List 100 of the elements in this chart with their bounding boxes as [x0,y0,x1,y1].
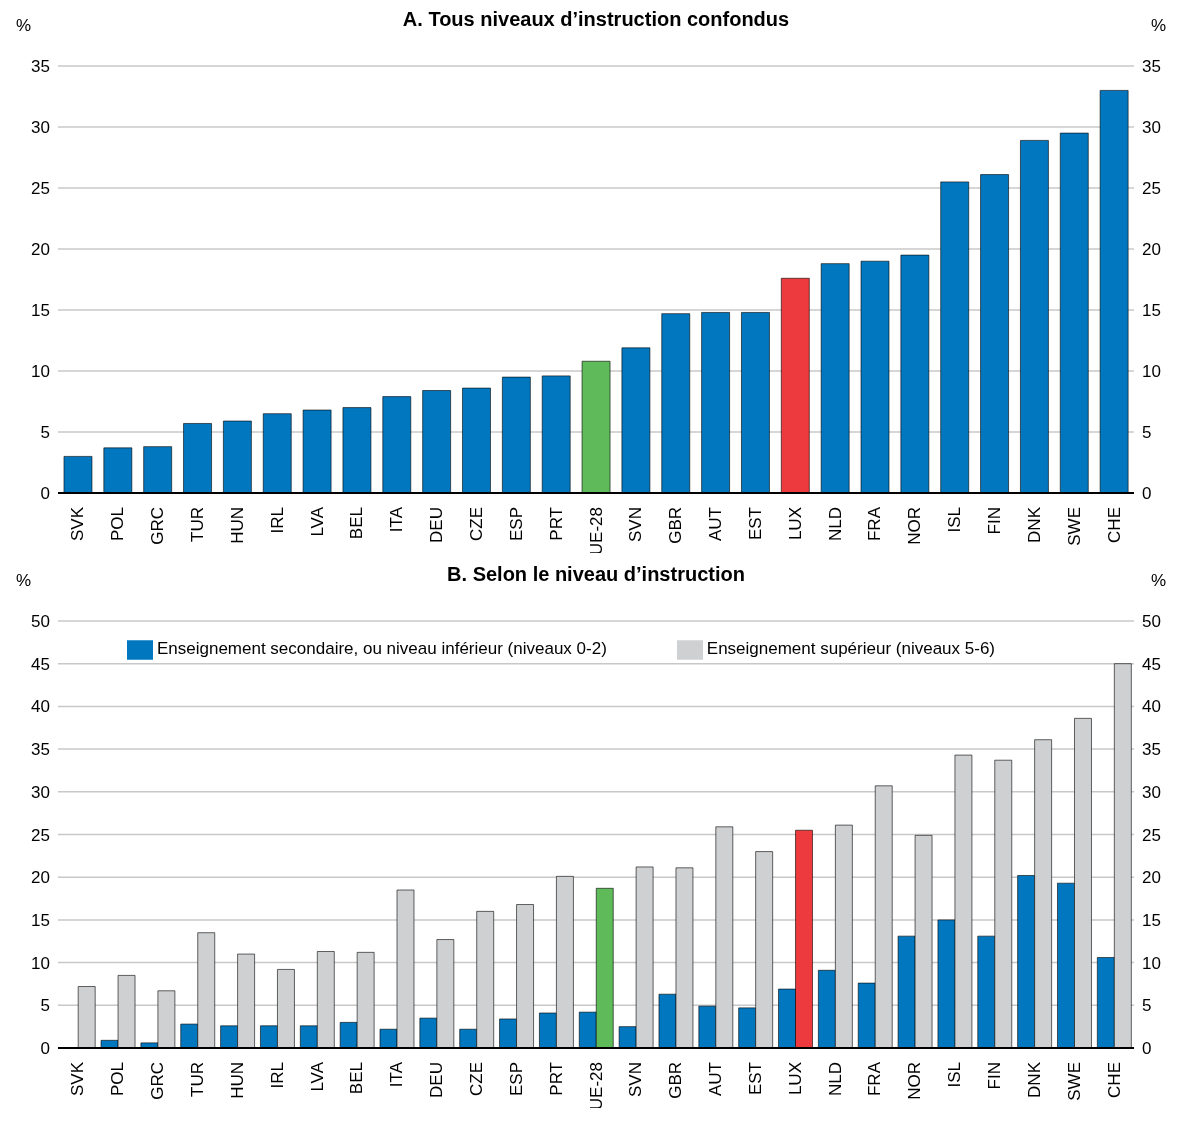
x-tick-label: LVA [307,506,327,537]
y2-tick-label: 25 [1142,825,1161,845]
x-tick-label: NLD [825,1062,845,1097]
x-tick-label: CHE [1104,507,1124,543]
y-tick-label: 50 [31,612,50,632]
y2-tick-label: 45 [1142,654,1161,674]
x-tick-label: POL [108,507,128,542]
x-tick-label: SVK [68,506,88,542]
y-tick-label: 25 [31,179,50,199]
y2-tick-label: 40 [1142,697,1161,717]
y2-tick-label: 20 [1142,868,1161,888]
x-tick-label: CZE [466,1062,486,1096]
y-tick-label: 30 [31,118,50,138]
y-tick-label: 20 [31,868,50,888]
y2-tick-label: 35 [1142,740,1161,760]
y-tick-label: 0 [40,484,50,504]
y2-axis-title: % [1150,571,1166,591]
legend-label: Enseignement secondaire, ou niveau inférieur (niveaux 0-2) [156,639,607,659]
y2-tick-label: 35 [1142,57,1161,77]
x-tick-label: TUR [187,1062,207,1097]
y2-tick-label: 0 [1142,1039,1152,1059]
x-tick-label: LUX [785,507,805,541]
x-tick-label: SVN [626,507,646,542]
y-tick-label: 40 [31,697,50,717]
x-tick-label: SVN [626,1062,646,1097]
x-tick-label: ISL [945,1062,965,1088]
x-tick-label: ESP [506,507,526,542]
x-tick-label: AUT [706,1062,726,1096]
y-tick-label: 30 [31,782,50,802]
x-tick-label: NLD [825,507,845,542]
y2-tick-label: 15 [1142,910,1161,930]
x-tick-label: UE-28 [586,1062,606,1111]
y-tick-label: 10 [31,362,50,382]
chart-title: B. Selon le niveau d’instruction [447,563,745,585]
x-tick-label: GBR [666,1062,686,1099]
x-tick-label: NOR [905,507,925,545]
y2-axis-title: % [1150,16,1166,36]
y-tick-label: 5 [40,423,50,443]
x-tick-label: DNK [1024,1061,1044,1098]
y-tick-label: 35 [31,740,50,760]
x-tick-label: BEL [347,507,367,540]
x-tick-label: PRT [546,1062,566,1096]
y2-tick-label: 10 [1142,953,1161,973]
x-tick-label: UE-28 [586,507,606,556]
x-tick-label: DNK [1024,506,1044,543]
y2-tick-label: 30 [1142,118,1161,138]
x-tick-label: FRA [865,1061,885,1096]
y2-tick-label: 50 [1142,612,1161,632]
x-tick-label: DEU [427,507,447,543]
x-tick-label: TUR [187,507,207,542]
y-tick-label: 0 [40,1039,50,1059]
y2-tick-label: 10 [1142,362,1161,382]
x-tick-label: ITA [387,506,407,533]
x-tick-label: CZE [466,507,486,541]
y-tick-label: 10 [31,953,50,973]
y-tick-label: 15 [31,910,50,930]
x-tick-label: BEL [347,1062,367,1095]
x-tick-label: LUX [785,1062,805,1096]
x-tick-label: GRC [148,1062,168,1100]
x-tick-label: ITA [387,1061,407,1088]
y-tick-label: 35 [31,57,50,77]
y-axis-title: % [16,571,32,591]
x-tick-label: AUT [706,507,726,541]
y2-tick-label: 5 [1142,996,1152,1016]
y2-tick-label: 15 [1142,301,1161,321]
x-tick-label: IRL [267,507,287,534]
y-tick-label: 5 [40,996,50,1016]
y-axis-title: % [16,16,32,36]
y-tick-label: 15 [31,301,50,321]
legend-label: Enseignement supérieur (niveaux 5-6) [706,639,996,659]
x-tick-label: FIN [985,507,1005,535]
y2-tick-label: 25 [1142,179,1161,199]
x-tick-label: GRC [148,507,168,545]
x-tick-label: PRT [546,507,566,541]
x-tick-label: HUN [227,507,247,544]
y2-tick-label: 20 [1142,240,1161,260]
y-tick-label: 25 [31,825,50,845]
chart-title: A. Tous niveaux d’instruction confondus [402,8,790,30]
y2-tick-label: 5 [1142,423,1152,443]
x-tick-label: NOR [905,1062,925,1100]
x-tick-label: SWE [1064,507,1084,546]
x-tick-label: SWE [1064,1062,1084,1101]
x-tick-label: SVK [68,1061,88,1097]
x-tick-label: DEU [427,1062,447,1098]
x-tick-label: ESP [506,1062,526,1097]
x-tick-label: CHE [1104,1062,1124,1098]
x-tick-label: LVA [307,1061,327,1092]
x-tick-label: HUN [227,1062,247,1099]
y2-tick-label: 30 [1142,782,1161,802]
x-tick-label: ISL [945,507,965,533]
y2-tick-label: 0 [1142,484,1152,504]
x-tick-label: FRA [865,506,885,541]
y-tick-label: 45 [31,654,50,674]
x-tick-label: EST [745,507,765,541]
x-tick-label: GBR [666,507,686,544]
x-tick-label: EST [745,1062,765,1096]
x-tick-label: IRL [267,1062,287,1089]
y-tick-label: 20 [31,240,50,260]
x-tick-label: POL [108,1062,128,1097]
x-tick-label: FIN [985,1062,1005,1090]
